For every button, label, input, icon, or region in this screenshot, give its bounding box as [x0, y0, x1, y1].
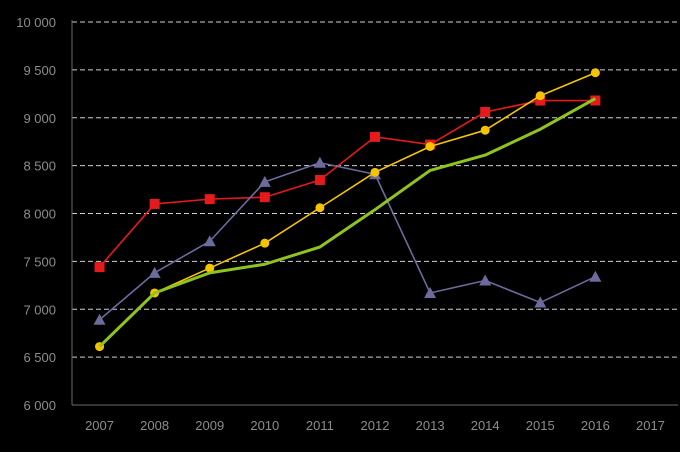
data-point-square	[535, 95, 546, 106]
series-line-2	[99, 161, 596, 321]
x-tick-label: 2015	[526, 418, 555, 433]
y-axis-ticks: 6 000 6 500 7 000 7 500 8 000 8 500 9 000 9 500…	[16, 15, 56, 413]
data-point-circle	[370, 167, 380, 177]
data-point-square	[370, 131, 380, 142]
series-line-1	[98, 99, 596, 268]
y-tick-label: 6 500	[23, 350, 56, 365]
data-point-circle	[480, 125, 490, 135]
series-line-3	[98, 72, 596, 348]
x-tick-label: 2014	[471, 418, 500, 433]
y-tick-label: 6 000	[23, 398, 56, 413]
y-tick-label: 10 000	[16, 15, 56, 30]
data-point-triangle	[258, 175, 271, 187]
data-point-triangle	[534, 296, 547, 308]
y-tick-label: 9 500	[23, 63, 56, 78]
data-point-square	[314, 174, 325, 185]
y-tick-label: 8 500	[23, 159, 56, 174]
data-point-square	[204, 194, 215, 205]
data-point-triangle	[479, 274, 492, 286]
x-tick-label: 2011	[306, 418, 334, 433]
y-tick-label: 8 000	[23, 207, 56, 222]
data-point-square	[259, 192, 270, 203]
data-point-circle	[205, 263, 215, 273]
data-point-triangle	[424, 286, 437, 298]
x-tick-label: 2007	[85, 418, 114, 433]
data-point-circle	[590, 68, 600, 78]
data-point-circle	[315, 203, 325, 213]
x-tick-label: 2009	[195, 418, 224, 433]
data-point-triangle	[589, 270, 602, 282]
gridlines	[71, 20, 678, 406]
y-tick-label: 7 000	[23, 302, 56, 317]
data-point-triangle	[313, 156, 326, 168]
data-point-square	[590, 95, 601, 106]
y-tick-label: 9 000	[23, 111, 56, 126]
data-point-square	[94, 262, 105, 273]
data-point-circle	[425, 141, 435, 151]
x-tick-label: 2013	[416, 418, 445, 433]
data-point-square	[149, 198, 160, 209]
data-point-square	[480, 107, 491, 118]
data-point-triangle	[148, 266, 161, 278]
data-point-circle	[535, 91, 545, 101]
x-tick-label: 2016	[581, 418, 610, 433]
y-tick-label: 7 500	[23, 254, 56, 269]
x-tick-label: 2008	[140, 418, 169, 433]
data-point-triangle	[93, 313, 106, 325]
series-group	[93, 68, 602, 352]
x-tick-label: 2010	[250, 418, 279, 433]
x-axis-ticks: 2007 2008 2009 2010 2011 2012 2013 2014 2015 2016…	[85, 418, 665, 433]
data-point-circle	[260, 238, 270, 248]
data-point-triangle	[203, 235, 216, 247]
series-line-4	[98, 97, 597, 348]
x-tick-label: 2012	[361, 418, 390, 433]
x-tick-label: 2017	[636, 418, 665, 433]
